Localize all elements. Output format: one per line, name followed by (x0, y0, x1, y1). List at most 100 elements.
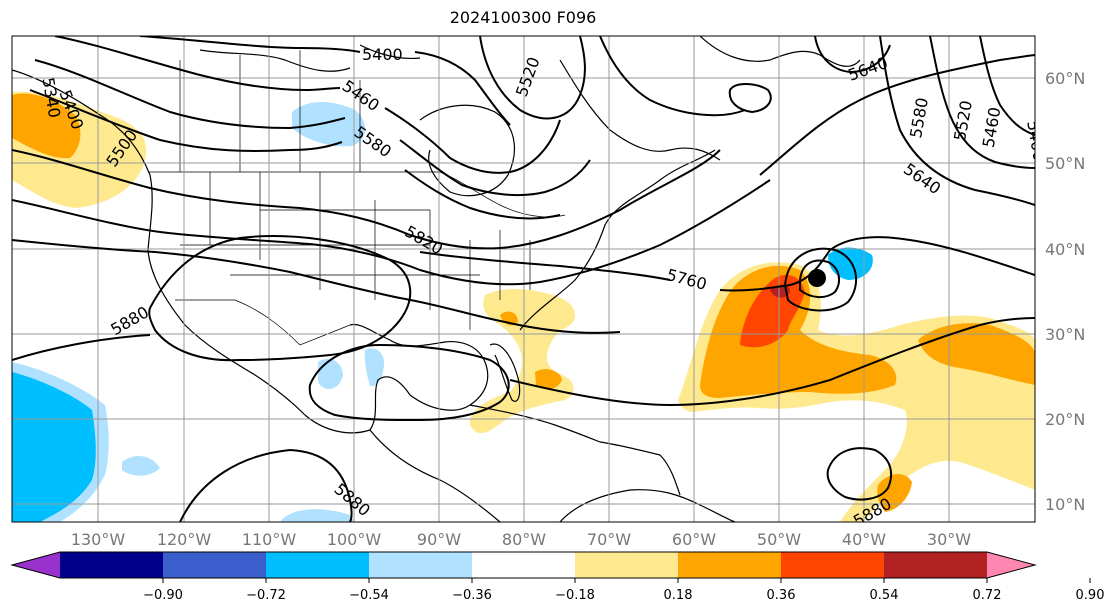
lon-label-40w: 40°W (842, 530, 886, 549)
shade-seus-light (469, 288, 576, 434)
lat-label-60n: 60°N (1045, 69, 1085, 88)
contour-5580 (29, 89, 561, 220)
lon-label-120w: 120°W (157, 530, 212, 549)
lon-label-70w: 70°W (587, 530, 631, 549)
colorbar-tick-label: 0.18 (664, 588, 693, 603)
shade-hudson-lightblue (292, 101, 366, 147)
coast-south-america (559, 489, 736, 522)
colorbar-swatch (266, 552, 370, 578)
colorbar-swatch (472, 552, 576, 578)
colorbar-tick-label: 0.54 (870, 588, 899, 603)
shade-atlantic-orange (700, 265, 897, 398)
colorbar-ticks: −0.90 −0.72 −0.54 −0.36 −0.18 0.18 0.36 0.54 0.7… (143, 578, 1104, 603)
border-canada-provinces (179, 50, 361, 172)
lat-label-10n: 10°N (1045, 495, 1085, 514)
shade-gulf-a (318, 358, 343, 390)
colorbar-tick-label: 0.72 (973, 588, 1002, 603)
lon-label-100w: 100°W (327, 530, 382, 549)
contour-5640 (12, 149, 721, 250)
shade-gulf-b (364, 348, 385, 387)
lat-label-20n: 20°N (1045, 410, 1085, 429)
contour-5700 (12, 179, 771, 286)
coast-central-america (369, 429, 501, 522)
lon-label-110w: 110°W (242, 530, 297, 549)
latitude-labels: 60°N 50°N 40°N 30°N 20°N 10°N (1045, 69, 1085, 514)
colorbar-swatch (60, 552, 164, 578)
colorbar-right-extension (987, 552, 1035, 578)
shade-pnw-orange (12, 93, 81, 159)
contour-5760 (419, 236, 1035, 292)
contour-5400-west (139, 36, 511, 126)
contour-greenland-top (814, 36, 891, 74)
colorbar-tick-label: 0.90 (1076, 588, 1105, 603)
colorbar-swatch (781, 552, 885, 578)
contour-label-5400-north: 5400 (362, 45, 403, 64)
contour-east-1 (879, 36, 1035, 206)
cyclone-center-marker (808, 269, 826, 287)
colorbar-swatch (678, 552, 782, 578)
lon-label-30w: 30°W (927, 530, 971, 549)
lat-label-40n: 40°N (1045, 240, 1085, 259)
border-states (180, 172, 531, 330)
shade-seus-orange-b (535, 369, 562, 390)
lon-label-80w: 80°W (502, 530, 546, 549)
map-area: 5400 5460 5520 5580 5640 5580 5520 5460 … (12, 36, 1049, 522)
anomaly-shading (12, 91, 1035, 522)
shade-east-orange-b (877, 474, 912, 512)
coast-arctic (199, 44, 421, 72)
coast-greenland (699, 36, 861, 67)
contour-east-3 (979, 36, 1035, 136)
colorbar-outline (10, 551, 1037, 579)
colorbar-tick-label: −0.54 (349, 588, 389, 603)
contour-greenland-loop (728, 83, 772, 114)
colorbar-tick-label: 0.36 (767, 588, 796, 603)
colorbar-tick-label: −0.18 (555, 588, 595, 603)
colorbar: −0.90 −0.72 −0.54 −0.36 −0.18 0.18 0.36 0.54 0.7… (10, 551, 1104, 603)
contour-labrador-a (479, 36, 586, 120)
colorbar-tick-label: −0.36 (452, 588, 492, 603)
map-title: 2024100300 F096 (449, 8, 597, 27)
contour-cyclone-outer (783, 247, 857, 312)
colorbar-swatches (60, 552, 988, 578)
coast-cuba (469, 404, 601, 443)
contour-label-5400-east: 5400 (1023, 119, 1049, 162)
contour-cyclone-inner (799, 259, 841, 298)
lon-label-50w: 50°W (757, 530, 801, 549)
contour-5880-gulf (308, 343, 510, 422)
contour-5820 (12, 239, 621, 334)
contour-5880-atlantic (509, 317, 1035, 407)
colorbar-swatch (575, 552, 679, 578)
colorbar-tick-label: −0.90 (143, 588, 183, 603)
colorbar-tick-label: −0.72 (246, 588, 286, 603)
colorbar-swatch (369, 552, 473, 578)
contour-east-2 (929, 36, 1035, 169)
coast-antilles (599, 441, 681, 496)
lon-label-90w: 90°W (417, 530, 461, 549)
contour-5640-atlantic (759, 54, 1035, 176)
map-frame (11, 35, 1036, 523)
colorbar-swatch (163, 552, 267, 578)
lat-label-30n: 30°N (1045, 325, 1085, 344)
coast-us-east (489, 149, 716, 402)
lon-label-60w: 60°W (672, 530, 716, 549)
graticule (12, 36, 1035, 522)
contour-5460 (54, 36, 561, 174)
contour-5520 (34, 59, 591, 197)
lat-label-50n: 50°N (1045, 154, 1085, 173)
contour-5880-loop (148, 235, 412, 362)
height-contours (12, 36, 1035, 522)
coast-west-north-america (12, 69, 306, 416)
colorbar-swatch (884, 552, 988, 578)
shade-east-orange-a (918, 323, 1035, 385)
colorbar-left-extension (12, 552, 60, 578)
shade-pacific-small (122, 456, 160, 476)
longitude-labels: 130°W 120°W 110°W 100°W 90°W 80°W 70°W 6… (71, 530, 971, 549)
lon-label-130w: 130°W (71, 530, 126, 549)
shade-cyclone-blue (828, 247, 873, 280)
contour-labrador-b (599, 36, 746, 117)
coast-hudson-bay (419, 104, 516, 197)
contour-5880-low (826, 447, 893, 501)
contour-5880-pacific (12, 334, 353, 522)
shade-pacific-blue (12, 372, 96, 522)
